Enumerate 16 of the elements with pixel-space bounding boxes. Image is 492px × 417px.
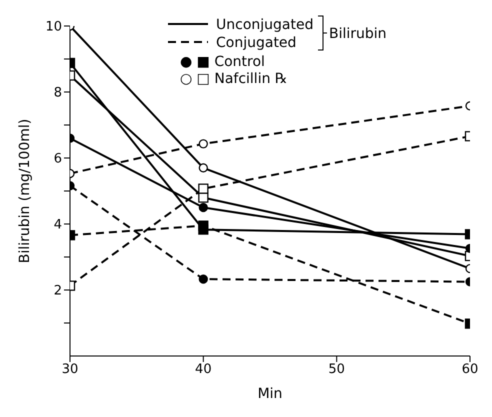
x-tick-label: 40 — [195, 362, 212, 378]
x-tick-label: 50 — [328, 362, 345, 378]
y-tick-label: 8 — [54, 86, 62, 101]
x-tick-label: 60 — [462, 362, 478, 378]
x-tick-label: 30 — [62, 362, 78, 378]
annotation: ● ■ Control — [180, 54, 265, 70]
annotation: Unconjugated — [216, 17, 314, 33]
annotation: Conjugated — [216, 35, 296, 51]
y-tick-label: 2 — [54, 284, 62, 299]
y-tick-label: 10 — [45, 20, 62, 35]
y-tick-label: 4 — [54, 218, 62, 233]
y-axis-title: Bilirubin (mg/100ml) — [16, 118, 33, 264]
y-tick-label: 6 — [54, 152, 62, 167]
annotation: ○ □ Nafcillin ℞ — [180, 71, 288, 87]
x-axis-title: Min — [258, 386, 282, 402]
annotation: Bilirubin — [329, 26, 387, 42]
